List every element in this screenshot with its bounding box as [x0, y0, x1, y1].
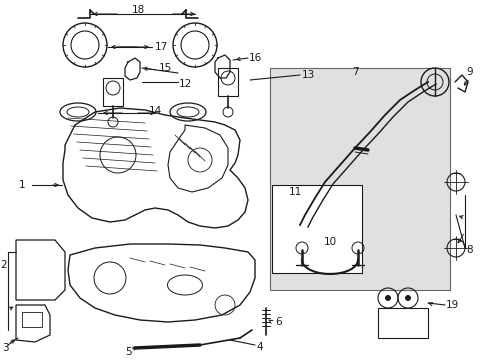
- Text: 10: 10: [323, 237, 336, 247]
- Text: 4: 4: [256, 342, 262, 352]
- Text: 11: 11: [288, 187, 301, 197]
- Text: 6: 6: [274, 317, 281, 327]
- Bar: [271, 185, 361, 273]
- Text: 2: 2: [0, 260, 7, 270]
- Text: 14: 14: [148, 106, 162, 116]
- Bar: [218, 68, 238, 96]
- Text: 3: 3: [1, 343, 8, 353]
- Polygon shape: [269, 68, 449, 290]
- Text: 19: 19: [445, 300, 458, 310]
- Bar: [377, 308, 427, 338]
- Text: 5: 5: [124, 347, 131, 357]
- Text: 15: 15: [158, 63, 171, 73]
- Circle shape: [404, 295, 410, 301]
- Text: 18: 18: [131, 5, 144, 15]
- Bar: [103, 78, 123, 106]
- Text: 1: 1: [19, 180, 25, 190]
- Circle shape: [384, 295, 390, 301]
- Text: 13: 13: [302, 70, 315, 80]
- Text: 8: 8: [465, 245, 472, 255]
- Text: 7: 7: [351, 67, 358, 77]
- Text: 16: 16: [248, 53, 262, 63]
- Text: 17: 17: [155, 42, 168, 52]
- Bar: [22, 312, 42, 327]
- Text: 9: 9: [466, 67, 472, 77]
- Text: 12: 12: [179, 79, 192, 89]
